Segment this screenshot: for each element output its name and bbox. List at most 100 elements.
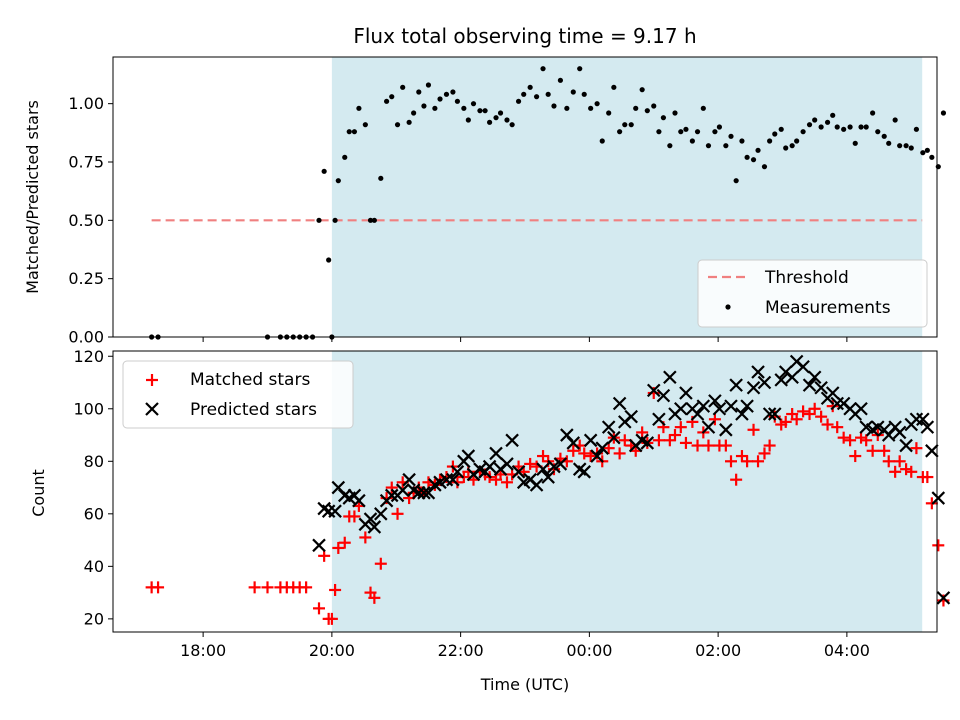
measurement-point bbox=[660, 115, 667, 121]
measurement-point bbox=[778, 126, 784, 132]
matched-star-point bbox=[844, 434, 857, 447]
predicted-star-point bbox=[363, 512, 378, 526]
matched-star-point bbox=[893, 455, 906, 468]
predicted-star-point bbox=[931, 491, 946, 505]
predicted-star-point bbox=[595, 441, 610, 455]
matched-star-point bbox=[932, 539, 945, 552]
matched-star-point bbox=[882, 455, 895, 468]
measurement-point bbox=[606, 110, 612, 116]
matched-star-point bbox=[719, 439, 732, 452]
legend-threshold-label: Threshold bbox=[764, 268, 849, 288]
measurement-point bbox=[351, 129, 358, 135]
measurement-point bbox=[622, 122, 628, 128]
predicted-star-point bbox=[583, 433, 598, 448]
matched-star-point bbox=[618, 434, 631, 447]
measurement-point bbox=[892, 117, 898, 123]
matched-star-point bbox=[500, 476, 513, 489]
top-y-tick-label: 0.50 bbox=[68, 211, 104, 230]
measurement-point bbox=[935, 164, 941, 170]
predicted-star-point bbox=[774, 373, 788, 387]
legend-measurements-label: Measurements bbox=[765, 298, 891, 318]
predicted-star-point bbox=[814, 380, 828, 395]
x-tick-label: 18:00 bbox=[180, 641, 226, 660]
predicted-star-point bbox=[830, 396, 844, 411]
x-tick-label: 00:00 bbox=[566, 641, 612, 660]
measurement-point bbox=[421, 103, 427, 109]
measurement-point bbox=[920, 150, 926, 156]
matched-star-point bbox=[803, 408, 816, 421]
measurement-point bbox=[818, 124, 824, 130]
top-legend-box bbox=[697, 259, 928, 328]
measurement-point bbox=[789, 143, 795, 149]
x-tick-label: 02:00 bbox=[695, 641, 741, 660]
predicted-star-point bbox=[367, 520, 382, 534]
measurement-point bbox=[858, 124, 864, 130]
matched-star-point bbox=[910, 442, 923, 455]
measurement-point bbox=[841, 126, 847, 132]
measurement-point bbox=[557, 77, 564, 83]
measurement-point bbox=[628, 122, 634, 128]
predicted-star-point bbox=[719, 423, 733, 437]
predicted-star-point bbox=[854, 401, 868, 416]
top-y-axis-label: Matched/Predicted stars bbox=[23, 100, 42, 294]
measurement-point bbox=[356, 105, 362, 111]
predicted-star-point bbox=[590, 449, 604, 463]
measurement-point bbox=[540, 66, 546, 72]
matched-star-point bbox=[578, 447, 591, 460]
predicted-star-point bbox=[640, 436, 655, 450]
matched-star-point bbox=[674, 421, 687, 434]
predicted-star-point bbox=[936, 591, 951, 605]
predicted-star-point bbox=[439, 472, 454, 487]
measurement-point bbox=[712, 129, 718, 135]
matched-star-point bbox=[889, 465, 902, 478]
predicted-star-point bbox=[541, 470, 555, 484]
predicted-star-point bbox=[601, 420, 616, 434]
bottom-y-tick-label: 60 bbox=[84, 504, 104, 523]
measurement-point bbox=[644, 108, 650, 114]
measurement-point bbox=[847, 124, 853, 130]
measurement-point bbox=[551, 103, 557, 109]
predicted-star-point bbox=[892, 425, 907, 440]
measurement-point bbox=[454, 98, 461, 104]
predicted-star-point bbox=[796, 359, 810, 374]
measurement-point bbox=[800, 129, 806, 135]
measurement-point bbox=[683, 126, 689, 132]
predicted-star-point bbox=[511, 465, 526, 479]
measurement-point bbox=[689, 138, 695, 144]
predicted-star-point bbox=[566, 436, 581, 450]
measurement-point bbox=[533, 94, 540, 100]
predicted-star-point bbox=[909, 412, 924, 427]
measurement-point bbox=[335, 178, 341, 184]
predicted-star-point bbox=[412, 486, 426, 500]
matched-star-point bbox=[348, 510, 361, 523]
matched-star-point bbox=[808, 402, 821, 415]
predicted-star-point bbox=[712, 401, 727, 416]
top-y-tick-label: 1.00 bbox=[68, 94, 104, 113]
measurement-point bbox=[863, 124, 869, 130]
predicted-star-point bbox=[674, 401, 688, 416]
predicted-star-point bbox=[656, 388, 671, 403]
measurement-point bbox=[367, 217, 374, 223]
matched-star-point bbox=[905, 465, 918, 478]
measurement-point bbox=[326, 257, 332, 263]
predicted-star-point bbox=[899, 438, 913, 453]
measurement-point bbox=[852, 140, 858, 146]
matched-star-point bbox=[567, 444, 580, 457]
matched-star-point bbox=[152, 581, 165, 594]
measurement-point bbox=[639, 87, 645, 93]
predicted-star-point bbox=[740, 399, 754, 413]
matched-star-point bbox=[332, 541, 345, 554]
top-legend: Threshold Measurements bbox=[697, 259, 928, 328]
measurement-point bbox=[672, 110, 678, 116]
measurement-point bbox=[633, 105, 639, 111]
measurement-point bbox=[651, 103, 657, 109]
legend-measurements-swatch bbox=[725, 304, 731, 310]
predicted-star-point bbox=[612, 396, 627, 411]
measurement-point bbox=[465, 117, 471, 123]
predicted-star-point bbox=[767, 407, 782, 421]
predicted-star-point bbox=[916, 412, 930, 427]
measurement-point bbox=[383, 98, 390, 104]
measurement-point bbox=[750, 157, 757, 163]
bottom-y-tick-label: 80 bbox=[84, 452, 104, 471]
measurement-point bbox=[486, 119, 493, 125]
